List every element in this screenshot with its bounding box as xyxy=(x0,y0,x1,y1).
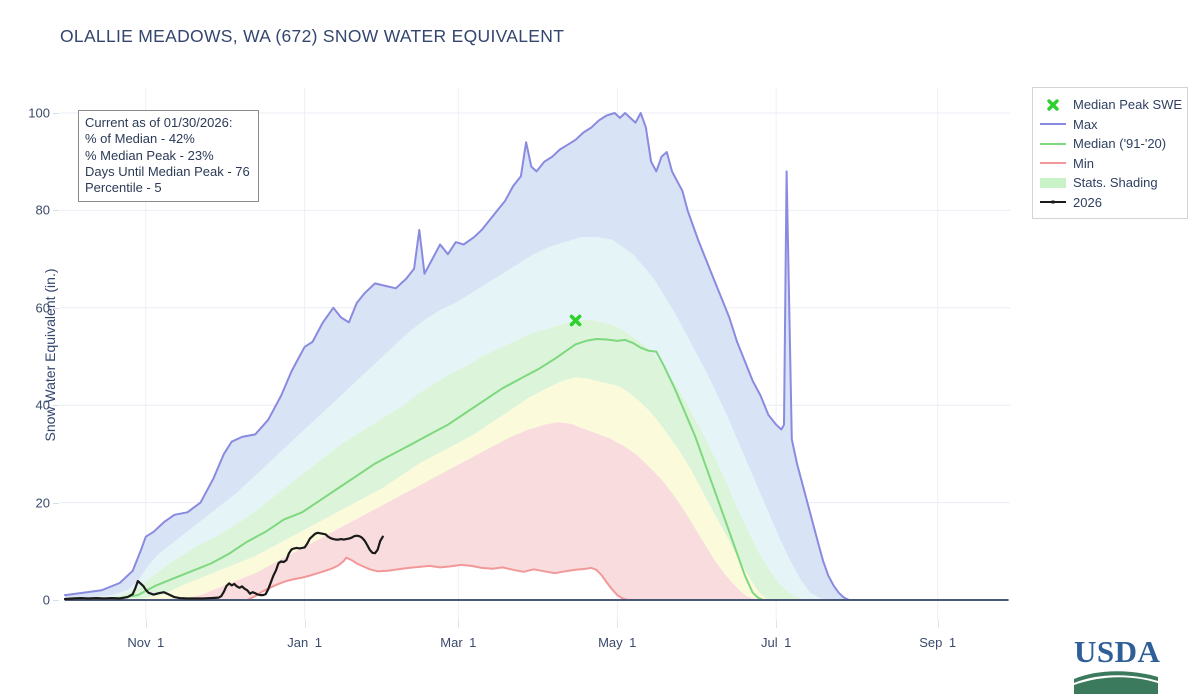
y-tick-label-20: 20 xyxy=(35,495,50,511)
x-tick-label-may-1: May 1 xyxy=(598,635,637,650)
info-box-line-1: Current as of 01/30/2026: xyxy=(85,115,233,130)
legend-item-median-peak-swe[interactable]: Median Peak SWE xyxy=(1039,95,1183,115)
y-tick-mark-0 xyxy=(53,600,59,601)
x-tick-label-jan-1: Jan 1 xyxy=(287,635,323,650)
x-tick-mark-may-1 xyxy=(617,620,619,628)
y-tick-label-60: 60 xyxy=(35,300,50,316)
usda-logo-text: USDA xyxy=(1074,634,1161,669)
chart-title: OLALLIE MEADOWS, WA (672) SNOW WATER EQU… xyxy=(60,26,565,46)
x-tick-label-sep-1: Sep 1 xyxy=(919,635,957,650)
legend-swatch-line xyxy=(1040,142,1066,145)
y-axis-title: Snow Water Equivalent (in.) xyxy=(42,268,58,442)
legend-label: Min xyxy=(1073,155,1094,171)
legend-label: 2026 xyxy=(1073,194,1102,210)
band-30th-to-10th xyxy=(65,377,1008,600)
legend-item-min[interactable]: Min xyxy=(1039,154,1179,174)
info-box-line-2: % of Median - 42% xyxy=(85,131,195,147)
line-2026 xyxy=(63,531,384,601)
band-stats-shading-70th-to-30th xyxy=(65,320,1008,600)
plot-svg[interactable] xyxy=(60,88,1010,620)
y-tick-label-100: 100 xyxy=(28,105,50,121)
median-peak-swe-marker xyxy=(569,314,582,327)
legend-swatch-x-marker xyxy=(1047,99,1059,111)
y-tick-mark-80 xyxy=(53,210,59,212)
band-10th-to-min xyxy=(65,422,1008,600)
line-min xyxy=(64,556,1009,601)
current-conditions-annotation: Current as of 01/30/2026:% of Median - 4… xyxy=(78,110,259,203)
x-tick-mark-nov-1 xyxy=(145,620,147,628)
y-tick-mark-100 xyxy=(53,113,59,114)
line-median xyxy=(64,338,1009,601)
legend-item-median-91-20-[interactable]: Median ('91-'20) xyxy=(1039,134,1179,154)
plot-area[interactable] xyxy=(60,88,1010,620)
y-tick-label-0: 0 xyxy=(42,592,50,608)
x-tick-mark-sep-1 xyxy=(937,620,939,628)
usda-logo: USDA xyxy=(1074,634,1161,694)
y-tick-mark-40 xyxy=(53,405,59,407)
legend-swatch-line-marker xyxy=(1040,200,1066,204)
info-box-line-3: % Median Peak - 23% xyxy=(85,147,214,163)
band-90th-to-70th xyxy=(65,237,1008,600)
legend-label: Stats. Shading xyxy=(1073,175,1158,191)
x-tick-label-jul-1: Jul 1 xyxy=(760,635,792,650)
x-tick-mark-mar-1 xyxy=(458,620,460,628)
legend-label: Median ('91-'20) xyxy=(1073,136,1167,152)
band-max-to-90th xyxy=(65,113,1008,600)
x-tick-label-mar-1: Mar 1 xyxy=(440,635,477,650)
legend: Median Peak SWE Max Median ('91-'20) Min Sta… xyxy=(1032,87,1188,219)
legend-label: Median Peak SWE xyxy=(1073,97,1183,113)
info-box-line-4: Days Until Median Peak - 76 xyxy=(85,163,250,179)
legend-item-stats-shading[interactable]: Stats. Shading xyxy=(1039,173,1179,193)
y-tick-label-40: 40 xyxy=(35,397,50,413)
usda-logo-field-icon xyxy=(1074,671,1158,694)
legend-swatch-line xyxy=(1040,162,1066,165)
x-tick-mark-jul-1 xyxy=(776,620,778,628)
y-tick-mark-60 xyxy=(53,307,59,309)
y-tick-mark-20 xyxy=(53,502,59,504)
line-max xyxy=(64,112,1009,601)
legend-item-2026[interactable]: 2026 xyxy=(1039,193,1179,213)
legend-label: Max xyxy=(1073,116,1098,132)
y-tick-label-80: 80 xyxy=(35,202,50,218)
legend-item-max[interactable]: Max xyxy=(1039,115,1179,135)
x-tick-label-nov-1: Nov 1 xyxy=(127,635,165,650)
x-tick-mark-jan-1 xyxy=(304,620,306,628)
legend-swatch-patch xyxy=(1040,177,1066,188)
info-box-line-5: Percentile - 5 xyxy=(85,180,162,195)
legend-swatch-line xyxy=(1040,123,1066,126)
